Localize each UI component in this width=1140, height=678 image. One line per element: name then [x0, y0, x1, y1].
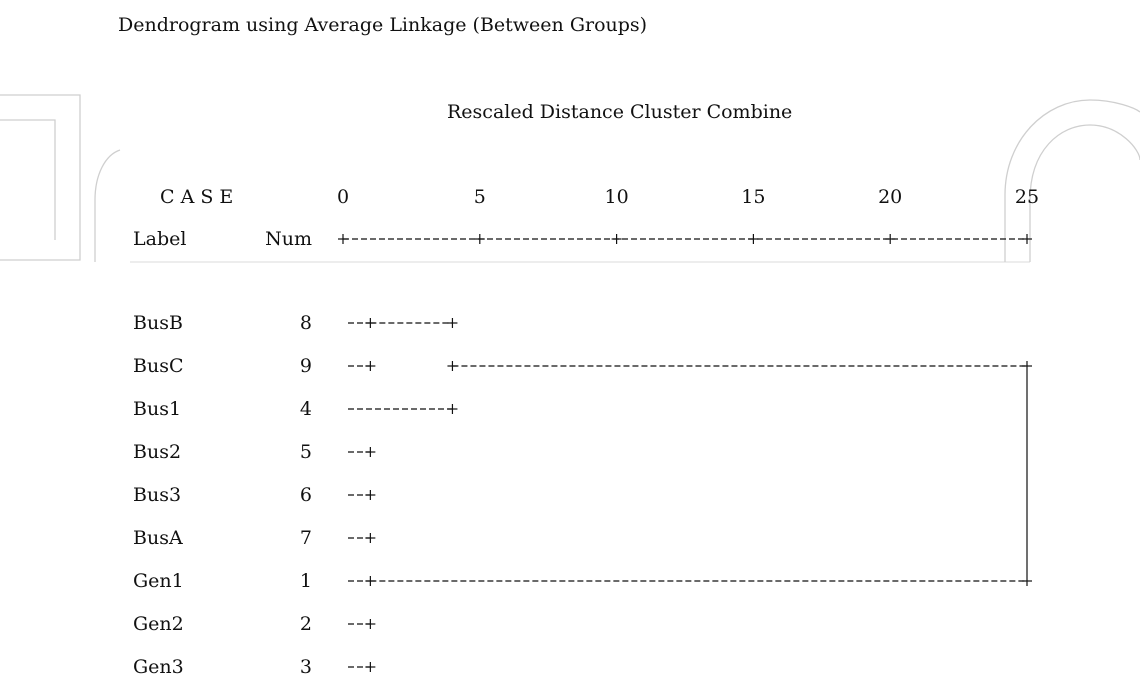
- axis-tick-label-5: 5: [473, 186, 486, 208]
- label-column-header: Label: [133, 228, 187, 250]
- case-label: BusA: [133, 527, 183, 549]
- case-label: Gen2: [133, 613, 184, 635]
- case-label: Gen1: [133, 570, 184, 592]
- case-num: 7: [299, 527, 312, 549]
- axis-tick-label-15: 15: [741, 186, 766, 208]
- axis-tick-label-25: 25: [1014, 186, 1040, 208]
- case-num: 6: [299, 484, 312, 506]
- case-label: BusB: [133, 312, 183, 334]
- case-num: 4: [299, 398, 312, 420]
- case-header: C A S E: [160, 186, 234, 208]
- case-num: 9: [299, 355, 312, 377]
- axis-tick-label-20: 20: [878, 186, 903, 208]
- num-column-header: Num: [265, 228, 312, 250]
- case-num: 2: [299, 613, 312, 635]
- case-label: Bus3: [133, 484, 182, 506]
- axis-tick-label-10: 10: [604, 186, 629, 208]
- case-label: Bus1: [133, 398, 182, 420]
- case-label: BusC: [133, 355, 184, 377]
- dendrogram-subtitle: Rescaled Distance Cluster Combine: [447, 101, 793, 123]
- case-label: Bus2: [133, 441, 182, 463]
- case-num: 1: [299, 570, 312, 592]
- dendrogram-title: Dendrogram using Average Linkage (Betwee…: [118, 14, 648, 36]
- case-num: 8: [299, 312, 312, 334]
- case-num: 5: [299, 441, 312, 463]
- axis-tick-label-0: 0: [336, 186, 350, 208]
